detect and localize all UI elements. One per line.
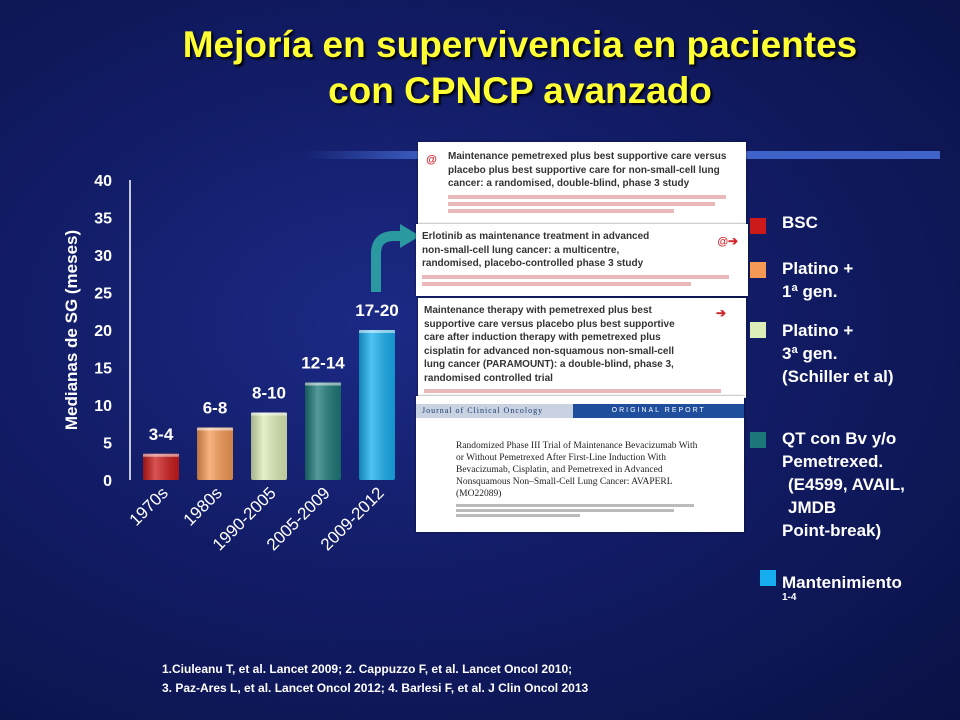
paper-cappuzzo: Erlotinib as maintenance treatment in ad… <box>416 224 748 296</box>
legend-swatch-platino-1 <box>750 262 766 278</box>
paper-barlesi: Journal of Clinical Oncology ORIGINAL RE… <box>416 396 744 532</box>
y-tick-label: 25 <box>94 286 112 303</box>
bar-top-highlight <box>305 382 341 386</box>
bar-shine <box>197 427 233 480</box>
title-rule-left <box>305 151 418 159</box>
references: 1.Ciuleanu T, et al. Lancet 2009; 2. Cap… <box>162 660 588 698</box>
x-tick-label: 1970s <box>126 483 172 529</box>
paper-barlesi-title: Randomized Phase III Trial of Maintenanc… <box>456 441 698 499</box>
bar-shine <box>143 453 179 480</box>
y-tick-label: 5 <box>103 436 112 453</box>
lancet-logo-icon: @ <box>426 154 437 166</box>
legend-mantenimiento-refs: 1-4 <box>782 592 797 603</box>
bar-top-highlight <box>143 453 179 457</box>
paper-ciuleanu-authors <box>448 194 738 213</box>
legend-swatch-mantenimiento <box>760 570 776 586</box>
legend-swatch-platino-3 <box>750 322 766 338</box>
bar-shine <box>359 330 395 480</box>
jco-section-label: ORIGINAL REPORT <box>573 404 744 418</box>
paper-paz-ares-title: Maintenance therapy with pemetrexed plus… <box>424 305 675 384</box>
bar-shine <box>251 412 287 480</box>
y-tick-label: 0 <box>103 473 112 490</box>
legend-platino-3: Platino + 3ª gen. (Schiller et al) <box>782 321 894 386</box>
paper-cappuzzo-title: Erlotinib as maintenance treatment in ad… <box>422 231 650 269</box>
slide-title-line2: con CPNCP avanzado <box>328 70 712 111</box>
slide-title-line1: Mejoría en supervivencia en pacientes <box>182 24 858 65</box>
bar-top-highlight <box>197 427 233 431</box>
bar-top-highlight <box>251 412 287 416</box>
y-tick-label: 35 <box>94 211 112 228</box>
legend-swatch-qt-bv <box>750 432 766 448</box>
crossref-arrow-icon: @➔ <box>717 234 738 248</box>
paper-barlesi-authors <box>416 500 744 517</box>
legend-qt-bv: QT con Bv y/o Pemetrexed. (E4599, AVAIL,… <box>782 429 905 540</box>
curved-arrow-icon <box>371 224 420 292</box>
paper-paz-ares: Maintenance therapy with pemetrexed plus… <box>418 298 746 398</box>
references-line1: 1.Ciuleanu T, et al. Lancet 2009; 2. Cap… <box>162 662 573 676</box>
legend-mantenimiento: Mantenimiento <box>782 573 902 592</box>
legend-bsc: BSC <box>782 213 818 232</box>
slide-title: Mejoría en supervivencia en pacientes co… <box>90 22 950 114</box>
legend-platino-1: Platino + 1ª gen. <box>782 259 854 301</box>
x-tick-label: 1980s <box>180 483 226 529</box>
references-line2: 3. Paz-Ares L, et al. Lancet Oncol 2012;… <box>162 681 589 695</box>
y-tick-label: 20 <box>94 323 112 340</box>
bar-top-highlight <box>359 330 395 333</box>
data-label: 12-14 <box>301 354 345 373</box>
y-tick-label: 10 <box>94 398 112 415</box>
data-label: 3-4 <box>149 425 174 444</box>
paper-ciuleanu-title: Maintenance pemetrexed plus best support… <box>448 151 727 189</box>
bar-shine <box>305 382 341 480</box>
y-tick-label: 15 <box>94 361 112 378</box>
crossmark-icon: ➔ <box>715 306 726 320</box>
data-label: 8-10 <box>252 384 286 403</box>
y-tick-label: 30 <box>94 248 112 265</box>
legend-swatch-bsc <box>750 218 766 234</box>
y-tick-label: 40 <box>94 173 112 190</box>
data-label: 17-20 <box>355 301 398 320</box>
jco-journal-name: Journal of Clinical Oncology <box>416 404 574 418</box>
data-label: 6-8 <box>203 399 228 418</box>
paper-cappuzzo-authors <box>422 274 742 286</box>
paper-ciuleanu: @ Maintenance pemetrexed plus best suppo… <box>418 142 746 230</box>
